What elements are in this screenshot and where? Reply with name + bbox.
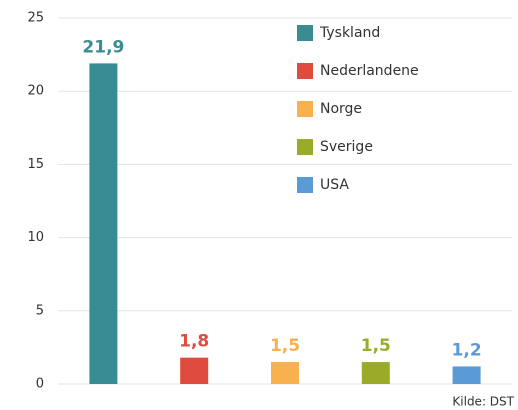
value-label: 1,2 <box>452 340 482 360</box>
legend-swatch <box>297 139 313 155</box>
y-tick-label: 5 <box>36 303 44 318</box>
legend-swatch <box>297 25 313 41</box>
value-label: 21,9 <box>82 37 124 57</box>
legend-swatch <box>297 177 313 193</box>
y-tick-label: 0 <box>36 377 44 392</box>
bar <box>452 366 481 384</box>
bar <box>180 357 209 384</box>
legend-label: Sverige <box>320 139 373 155</box>
bar <box>89 63 118 384</box>
source: Kilde: DST <box>452 395 514 409</box>
legend-swatch <box>297 63 313 79</box>
bar <box>271 362 299 384</box>
legend-label: Tyskland <box>319 25 380 41</box>
value-label: 1,5 <box>270 336 300 356</box>
legend-label: USA <box>320 177 349 193</box>
legend-label: Norge <box>320 101 362 117</box>
y-tick-label: 25 <box>27 11 44 26</box>
y-tick-label: 20 <box>27 84 44 99</box>
legend-swatch <box>297 101 313 117</box>
bar <box>361 362 390 384</box>
y-tick-label: 10 <box>27 230 44 245</box>
value-label: 1,5 <box>361 336 391 356</box>
value-label: 1,8 <box>179 332 209 352</box>
y-tick-label: 15 <box>27 157 44 172</box>
legend-label: Nederlandene <box>320 63 419 79</box>
